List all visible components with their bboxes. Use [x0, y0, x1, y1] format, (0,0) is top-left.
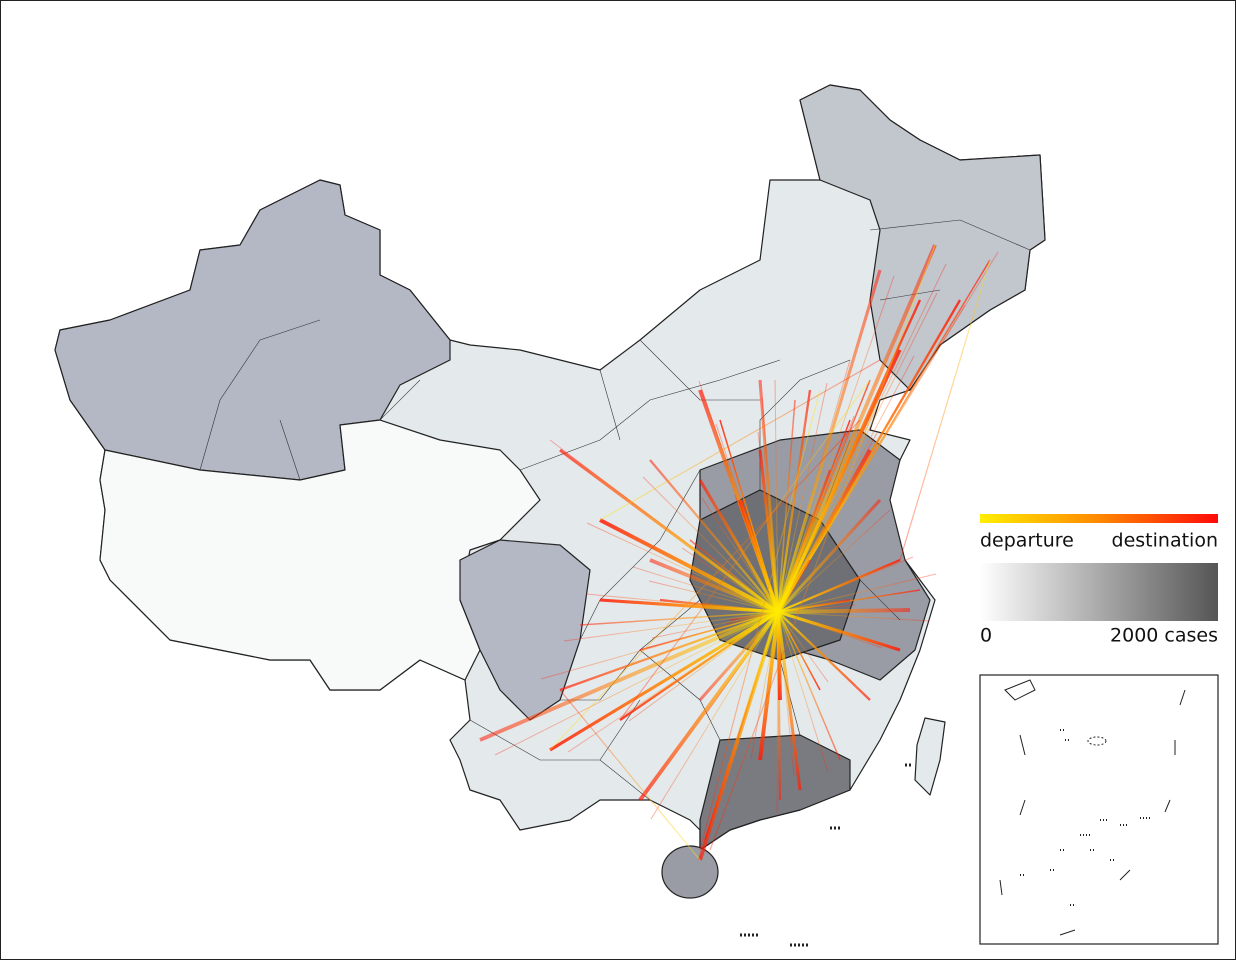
flow-line [777, 608, 911, 614]
flow-line [599, 598, 779, 614]
flow-line [725, 611, 779, 625]
flow-line [567, 611, 779, 753]
flow-line [776, 611, 802, 791]
flow-line [777, 611, 930, 622]
flow-line [549, 419, 861, 751]
flow-line [586, 522, 779, 613]
flow-line [585, 593, 779, 613]
flow-line [777, 611, 821, 691]
legend: departure destination 0 2000 cases [980, 514, 1218, 647]
flow-line [776, 611, 779, 814]
legend-label: departure [980, 530, 1074, 552]
flow-line [734, 494, 779, 613]
flow-line [777, 478, 832, 613]
flow-line [705, 611, 779, 715]
case-color-bar [980, 563, 1218, 621]
flow-line [777, 611, 829, 683]
inset-frame [979, 674, 1219, 945]
flow-line [761, 397, 779, 613]
flow-line [549, 610, 779, 752]
flow-line [599, 518, 779, 614]
flow-line [777, 604, 856, 613]
flow-line [715, 423, 779, 613]
flow-line [777, 573, 937, 613]
flow-line [777, 556, 914, 613]
small-islands [740, 763, 911, 947]
flow-line [579, 611, 779, 626]
flow-line [777, 399, 796, 613]
inset-land [1004, 679, 1036, 701]
flow-line [777, 382, 828, 613]
flow-line [681, 547, 779, 613]
flow-line [777, 359, 851, 613]
flow-line [777, 611, 795, 777]
flow-line [479, 610, 779, 742]
flow-line [777, 304, 966, 613]
flow-line [777, 432, 878, 613]
flow-line [599, 359, 881, 521]
flow-line [776, 299, 922, 613]
flow-line [758, 611, 780, 761]
flow-line [638, 610, 780, 802]
inset-islets [1020, 729, 1150, 906]
legend-label: 2000 cases [1110, 625, 1218, 647]
flow-line [701, 497, 779, 613]
flow-lines [479, 244, 999, 861]
flow-line [776, 389, 812, 613]
flow-line [776, 244, 937, 613]
flow-line [549, 439, 779, 613]
island-taiwan [914, 717, 946, 796]
flow-line [650, 611, 779, 820]
inset-lines [999, 689, 1186, 936]
flow-color-bar [980, 514, 1218, 523]
flow-line [494, 611, 779, 756]
flow-line [642, 476, 779, 613]
flow-line [777, 263, 947, 613]
flow-line [757, 431, 779, 613]
inset-map [979, 674, 1219, 945]
flow-line [559, 689, 701, 861]
flow-line [632, 566, 779, 613]
flow-line [776, 269, 882, 613]
flow-line [704, 611, 779, 841]
flow-line [649, 459, 779, 613]
flow-line [709, 244, 936, 851]
flow-line [540, 611, 779, 680]
flow-line [628, 611, 779, 722]
region-south [699, 734, 851, 851]
flow-line [750, 611, 779, 760]
flow-line [777, 611, 856, 686]
flow-line [776, 498, 882, 614]
flow-line [774, 379, 779, 613]
flow-line [699, 389, 821, 851]
flow-line [899, 259, 991, 561]
flow-line [777, 275, 895, 613]
flow-line [777, 610, 901, 652]
flow-line [563, 611, 779, 642]
flow-line [777, 509, 891, 613]
island-hainan [661, 845, 719, 899]
flow-line [559, 610, 779, 692]
flow-line [689, 539, 779, 613]
inset-reef [1087, 736, 1107, 746]
legend-label: 0 [980, 625, 992, 647]
flow-line [698, 479, 780, 613]
flow-line [648, 580, 779, 613]
flow-line [777, 611, 829, 773]
legend-label: destination [1112, 530, 1218, 552]
flow-line [777, 576, 804, 613]
flow-line [777, 611, 841, 761]
flow-line [777, 611, 780, 692]
flow-line [619, 379, 871, 721]
flow-line [777, 611, 883, 649]
flow-line [649, 558, 779, 614]
flow-line [777, 598, 851, 614]
